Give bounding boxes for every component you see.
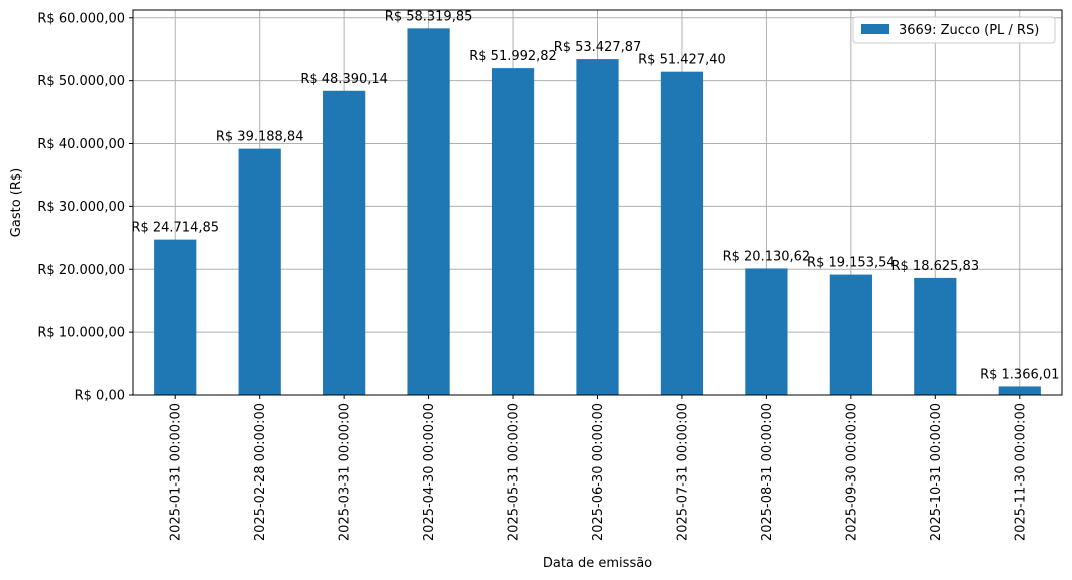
x-tick-label: 2025-06-30 00:00:00 <box>591 403 606 541</box>
legend-entry: 3669: Zucco (PL / RS) <box>899 23 1039 38</box>
y-axis-label: Gasto (R$) <box>9 168 24 237</box>
bar <box>998 386 1041 395</box>
data-labels: R$ 24.714,85 R$ 39.188,84 R$ 48.390,14 R$ 5… <box>131 9 1059 382</box>
bar-value-label: R$ 53.427,87 <box>554 40 642 55</box>
bar-value-label: R$ 51.427,40 <box>638 53 726 68</box>
bar-value-label: R$ 48.390,14 <box>300 72 388 87</box>
bar <box>407 28 450 396</box>
x-tick-label: 2025-10-31 00:00:00 <box>929 403 944 541</box>
bar-value-label: R$ 20.130,62 <box>723 249 811 264</box>
bar-value-label: R$ 39.188,84 <box>216 130 304 145</box>
y-tick-label: R$ 50.000,00 <box>37 74 125 89</box>
y-tick-label: R$ 60.000,00 <box>37 11 125 26</box>
bar <box>238 148 281 395</box>
legend-swatch <box>861 24 889 34</box>
bar-value-label: R$ 58.319,85 <box>385 9 473 24</box>
legend: 3669: Zucco (PL / RS) <box>852 16 1056 44</box>
x-tick-label: 2025-08-31 00:00:00 <box>760 403 775 541</box>
bar <box>491 68 535 395</box>
y-axis-ticks: R$ 0,00 R$ 10.000,00 R$ 20.000,00 R$ 30.000… <box>37 11 133 404</box>
x-axis-label: Data de emissão <box>543 556 652 571</box>
x-tick-label: 2025-03-31 00:00:00 <box>338 403 353 541</box>
y-tick-label: R$ 20.000,00 <box>37 263 125 278</box>
bars <box>154 28 1041 396</box>
x-tick-label: 2025-07-31 00:00:00 <box>675 403 690 541</box>
y-tick-label: R$ 0,00 <box>75 389 125 404</box>
bar <box>914 277 957 395</box>
x-tick-label: 2025-02-28 00:00:00 <box>253 403 268 541</box>
x-tick-label: 2025-05-31 00:00:00 <box>507 403 522 541</box>
x-axis-ticks: 2025-01-31 00:00:00 2025-02-28 00:00:00 20… <box>169 395 1028 541</box>
bar <box>829 274 872 395</box>
x-tick-label: 2025-09-30 00:00:00 <box>844 403 859 541</box>
bar <box>660 71 704 396</box>
bar <box>323 90 366 396</box>
bar-value-label: R$ 51.992,82 <box>469 49 557 64</box>
y-tick-label: R$ 40.000,00 <box>37 137 125 152</box>
bar-value-label: R$ 19.153,54 <box>807 256 895 271</box>
bar <box>154 239 197 395</box>
legend-box <box>852 16 1056 44</box>
x-tick-label: 2025-11-30 00:00:00 <box>1013 403 1028 541</box>
y-tick-label: R$ 30.000,00 <box>37 200 125 215</box>
bar-value-label: R$ 18.625,83 <box>892 259 980 274</box>
x-tick-label: 2025-04-30 00:00:00 <box>422 403 437 541</box>
bar <box>576 59 619 395</box>
x-tick-label: 2025-01-31 00:00:00 <box>169 403 184 541</box>
bar-value-label: R$ 24.714,85 <box>131 221 219 236</box>
y-tick-label: R$ 10.000,00 <box>37 326 125 341</box>
bar <box>745 268 788 395</box>
bar-value-label: R$ 1.366,01 <box>980 367 1059 382</box>
